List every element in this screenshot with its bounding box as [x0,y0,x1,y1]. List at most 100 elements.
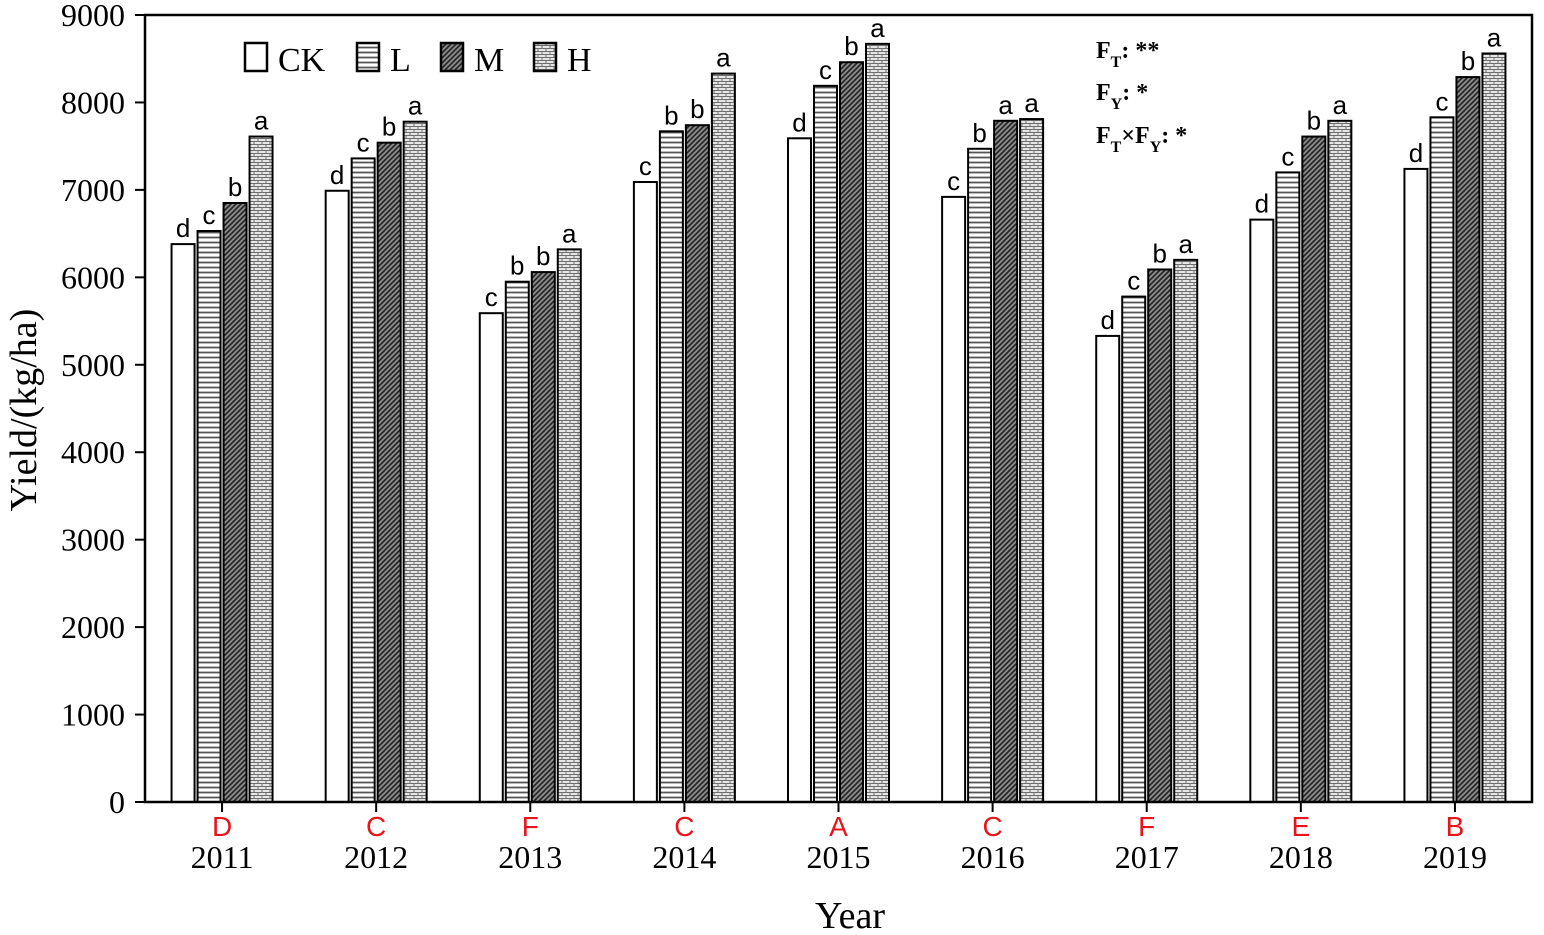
y-tick-label-8000: 8000 [61,84,125,120]
legend-swatch-h [532,41,558,73]
bar-h-2014 [710,72,736,804]
sig-letter-l-2015: c [819,55,832,85]
sig-letter-ck-2013: c [485,282,498,312]
sig-letter-l-2012: c [357,127,370,157]
bar-h-2019 [1481,52,1507,803]
x-tick-label-2019: 2019 [1423,839,1487,875]
bar-m-2014 [684,124,710,804]
y-tick-label-2000: 2000 [61,609,125,645]
x-tick-label-2014: 2014 [652,839,716,875]
bar-m-2016 [993,119,1019,803]
sig-letter-ck-2012: d [330,160,344,190]
bar-ck-2013 [478,312,504,803]
y-tick-label-0: 0 [109,784,125,820]
x-tick-label-2017: 2017 [1115,839,1179,875]
bar-ck-2017 [1095,334,1121,803]
sig-letter-h-2012: a [408,91,423,121]
y-axis-title: Yield/(kg/ha) [3,309,45,512]
bar-l-2014 [658,130,684,804]
bar-l-2015 [813,84,838,803]
sig-letter-ck-2017: d [1100,305,1114,335]
year-letter-2018: E [1291,811,1310,842]
bar-m-2019 [1455,76,1481,803]
sig-letter-m-2016: a [998,90,1013,120]
bar-m-2017 [1147,268,1173,804]
x-tick-label-2011: 2011 [191,839,254,875]
sig-letter-m-2018: b [1307,106,1321,136]
bar-m-2012 [376,141,402,803]
bar-l-2013 [504,280,530,803]
bar-l-2019 [1429,116,1455,803]
y-tick-label-3000: 3000 [61,522,125,558]
bar-h-2016 [1019,118,1045,803]
sig-letter-l-2017: c [1127,266,1140,296]
sig-letter-m-2013: b [536,241,550,271]
stat-ftfy: FT×FY: * [1096,123,1187,156]
sig-letter-l-2014: b [664,100,678,130]
x-tick-label-2015: 2015 [807,839,871,875]
sig-letter-m-2019: b [1461,46,1475,76]
y-tick-label-9000: 9000 [61,0,125,33]
bar-ck-2012 [324,189,350,804]
sig-letter-l-2013: b [510,251,524,281]
y-tick-label-1000: 1000 [61,697,125,733]
x-axis-title: Year [815,895,885,935]
y-tick-label-6000: 6000 [61,259,125,295]
bar-ck-2018 [1249,218,1275,803]
sig-letter-m-2011: b [228,172,242,202]
sig-letter-l-2019: c [1435,86,1448,116]
legend-label-ck: CK [278,42,326,79]
bar-l-2011 [196,229,222,803]
bar-m-2015 [839,61,864,804]
sig-letter-ck-2019: d [1409,138,1423,168]
sig-letter-m-2015: b [844,31,858,61]
sig-letter-h-2015: a [870,13,885,43]
year-letter-2016: C [982,811,1002,842]
legend: CK L M H [243,41,592,79]
y-tick-label-7000: 7000 [61,172,125,208]
year-letter-2014: C [674,811,694,842]
sig-letter-h-2011: a [254,106,269,136]
sig-letter-l-2016: b [972,118,986,148]
sig-letter-ck-2018: d [1255,189,1269,219]
year-letter-2019: B [1446,811,1465,842]
sig-letter-h-2019: a [1487,22,1502,52]
bar-h-2011 [248,135,274,803]
axes: 2011 2012 2013 2014 2015 2016 2017 2018 2019 0 100… [61,0,1534,875]
year-letter-2011: D [212,811,232,842]
sig-letter-h-2014: a [716,43,731,73]
sig-letter-m-2012: b [382,112,396,142]
legend-label-h: H [567,42,592,79]
bar-h-2013 [556,248,582,803]
sig-letter-l-2018: c [1281,141,1294,171]
bar-h-2012 [402,120,428,803]
bar-m-2011 [222,202,248,803]
stats-annotation: FT: ** FY: * FT×FY: * [1096,38,1187,156]
y-tick-label-5000: 5000 [61,347,125,383]
sig-letter-h-2018: a [1333,90,1348,120]
x-tick-label-2012: 2012 [344,839,408,875]
legend-swatch-m [439,41,465,73]
legend-swatch-ck [243,41,269,73]
bar-h-2015 [865,42,890,803]
sig-letter-l-2011: c [203,200,216,230]
plot-frame [143,13,1534,804]
year-letter-2017: F [1138,811,1155,842]
x-tick-label-2013: 2013 [498,839,562,875]
sig-letter-m-2014: b [690,94,704,124]
bar-m-2018 [1301,135,1327,803]
bar-ck-2011 [170,243,196,804]
bar-ck-2014 [632,181,658,804]
y-tick-label-4000: 4000 [61,434,125,470]
bar-l-2018 [1275,171,1301,803]
sig-letter-ck-2015: d [792,107,806,137]
bar-l-2016 [967,147,993,804]
year-letter-2013: F [522,811,539,842]
legend-label-m: M [474,42,504,79]
bar-l-2017 [1121,295,1147,803]
sig-letter-ck-2016: c [947,166,960,196]
sig-letter-h-2016: a [1024,88,1039,118]
legend-swatch-l [355,41,381,73]
